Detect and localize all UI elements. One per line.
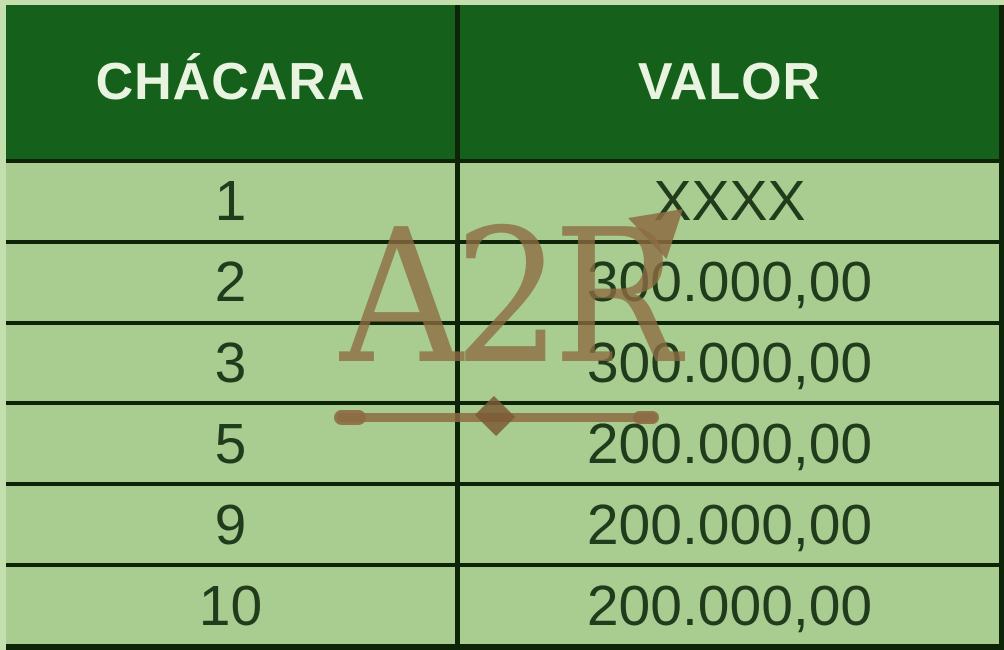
table-row: 3 300.000,00 bbox=[6, 320, 999, 402]
cell-valor: 300.000,00 bbox=[586, 331, 873, 396]
header-valor: VALOR bbox=[637, 53, 822, 111]
table-header-row: CHÁCARA VALOR bbox=[6, 5, 999, 163]
cell-chacara: 1 bbox=[6, 163, 460, 240]
table-row: 1 XXXX bbox=[6, 163, 999, 240]
price-table: CHÁCARA VALOR 1 XXXX 2 300.000,00 3 300.… bbox=[6, 5, 1004, 650]
table-row: 10 200.000,00 bbox=[6, 563, 999, 644]
cell-valor: 300.000,00 bbox=[586, 250, 873, 315]
cell-valor: 200.000,00 bbox=[586, 573, 873, 638]
table-row: 5 200.000,00 bbox=[6, 401, 999, 483]
cell-chacara: 5 bbox=[6, 405, 460, 483]
cell-chacara: 10 bbox=[6, 567, 460, 644]
cell-valor: XXXX bbox=[653, 169, 806, 234]
cell-chacara: 9 bbox=[6, 486, 460, 564]
table-row: 9 200.000,00 bbox=[6, 482, 999, 564]
cell-chacara: 2 bbox=[6, 243, 460, 321]
table-row: 2 300.000,00 bbox=[6, 239, 999, 321]
cell-valor: 200.000,00 bbox=[586, 411, 873, 476]
cell-chacara: 3 bbox=[6, 324, 460, 402]
cell-valor: 200.000,00 bbox=[586, 492, 873, 557]
header-chacara: CHÁCARA bbox=[6, 5, 460, 159]
